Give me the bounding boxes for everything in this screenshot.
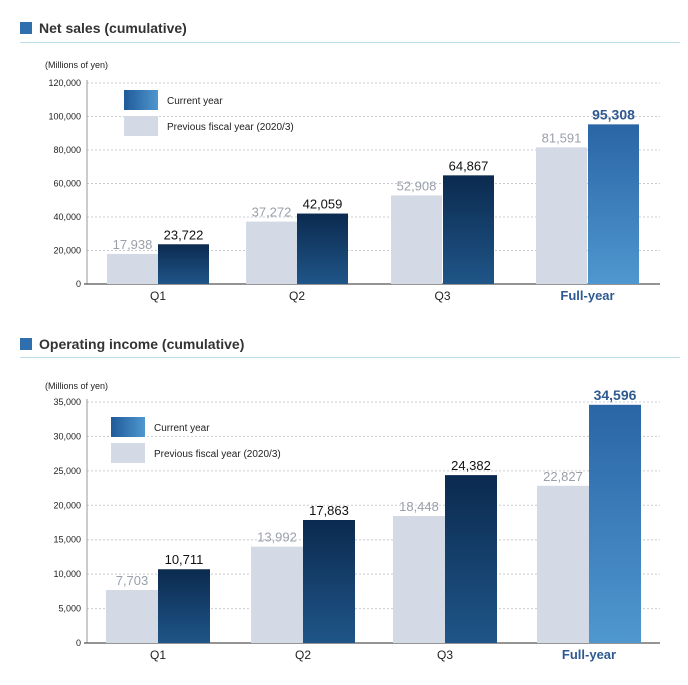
y-tick-label: 10,000 (53, 569, 81, 579)
legend-swatch (124, 116, 158, 136)
chart2-divider (20, 357, 680, 358)
legend-swatch (111, 417, 145, 437)
bar-previous-year (391, 195, 442, 284)
bar-current-year (589, 404, 641, 643)
y-tick-label: 15,000 (53, 535, 81, 545)
bar-previous-year (393, 515, 445, 643)
operating-income-chart: (Millions of yen) 0 5,000 10,000 15,000 20,00… (45, 381, 660, 662)
bar-previous-year (106, 589, 158, 643)
legend-label: Previous fiscal year (2020/3) (154, 449, 281, 460)
chart1-title: Net sales (cumulative) (39, 20, 187, 36)
y-tick-label: 35,000 (53, 397, 81, 407)
data-label-previous-year: 52,908 (397, 178, 437, 193)
bar-current-year (158, 569, 210, 643)
y-tick-label: 30,000 (53, 431, 81, 441)
legend-swatch (111, 443, 145, 463)
bar-previous-year (251, 546, 303, 643)
y-tick-label: 20,000 (53, 246, 81, 256)
bar-current-year (158, 244, 209, 284)
data-label-current-year: 10,711 (165, 552, 204, 567)
y-tick-label: 20,000 (53, 500, 81, 510)
chart2-title: Operating income (cumulative) (39, 336, 245, 352)
bar-previous-year (246, 221, 297, 284)
legend-label: Current year (167, 96, 223, 107)
x-tick-label: Q2 (295, 648, 311, 662)
y-tick-label: 40,000 (53, 212, 81, 222)
chart1-divider (20, 42, 680, 43)
bar-current-year (443, 175, 494, 284)
y-tick-label: 25,000 (53, 466, 81, 476)
x-tick-label: Q3 (437, 648, 453, 662)
chart1-header: Net sales (cumulative) (20, 20, 187, 36)
data-label-previous-year: 13,992 (257, 530, 297, 545)
data-label-previous-year: 81,591 (542, 130, 582, 145)
y-tick-label: 0 (76, 638, 81, 648)
bar-previous-year (107, 253, 158, 284)
chart2-header: Operating income (cumulative) (20, 336, 244, 352)
y-unit-label: (Millions of yen) (45, 381, 108, 391)
data-label-previous-year: 7,703 (116, 573, 149, 588)
legend-label: Current year (154, 423, 210, 434)
data-label-current-year: 64,867 (449, 158, 489, 173)
net-sales-chart: (Millions of yen) 0 20,000 40,000 60,000 80,0… (45, 60, 660, 303)
x-tick-label: Q1 (150, 289, 166, 303)
x-tick-label: Full-year (562, 647, 616, 662)
bar-current-year (445, 475, 497, 643)
x-tick-label: Full-year (560, 288, 614, 303)
y-tick-label: 0 (76, 279, 81, 289)
data-label-current-year: 24,382 (451, 458, 491, 473)
x-tick-label: Q1 (150, 648, 166, 662)
bar-current-year (303, 520, 355, 643)
data-label-current-year: 34,596 (594, 387, 637, 403)
legend-label: Previous fiscal year (2020/3) (167, 122, 294, 133)
x-tick-label: Q3 (434, 289, 450, 303)
bar-previous-year (537, 485, 589, 643)
y-tick-label: 60,000 (53, 179, 81, 189)
data-label-previous-year: 17,938 (113, 237, 153, 252)
y-tick-label: 120,000 (48, 78, 81, 88)
y-tick-label: 100,000 (48, 112, 81, 122)
y-tick-label: 80,000 (53, 145, 81, 155)
data-label-previous-year: 18,448 (399, 499, 439, 514)
bar-current-year (588, 124, 639, 284)
data-label-previous-year: 22,827 (543, 469, 583, 484)
legend-swatch (124, 90, 158, 110)
bar-previous-year (536, 147, 587, 284)
y-tick-label: 5,000 (58, 604, 81, 614)
bar-current-year (297, 213, 348, 284)
data-label-current-year: 95,308 (592, 106, 635, 122)
data-label-current-year: 42,059 (303, 197, 343, 212)
section-square-icon (20, 22, 32, 34)
data-label-current-year: 17,863 (309, 503, 349, 518)
y-unit-label: (Millions of yen) (45, 60, 108, 70)
data-label-previous-year: 37,272 (252, 205, 292, 220)
section-square-icon (20, 338, 32, 350)
x-tick-label: Q2 (289, 289, 305, 303)
data-label-current-year: 23,722 (164, 227, 204, 242)
